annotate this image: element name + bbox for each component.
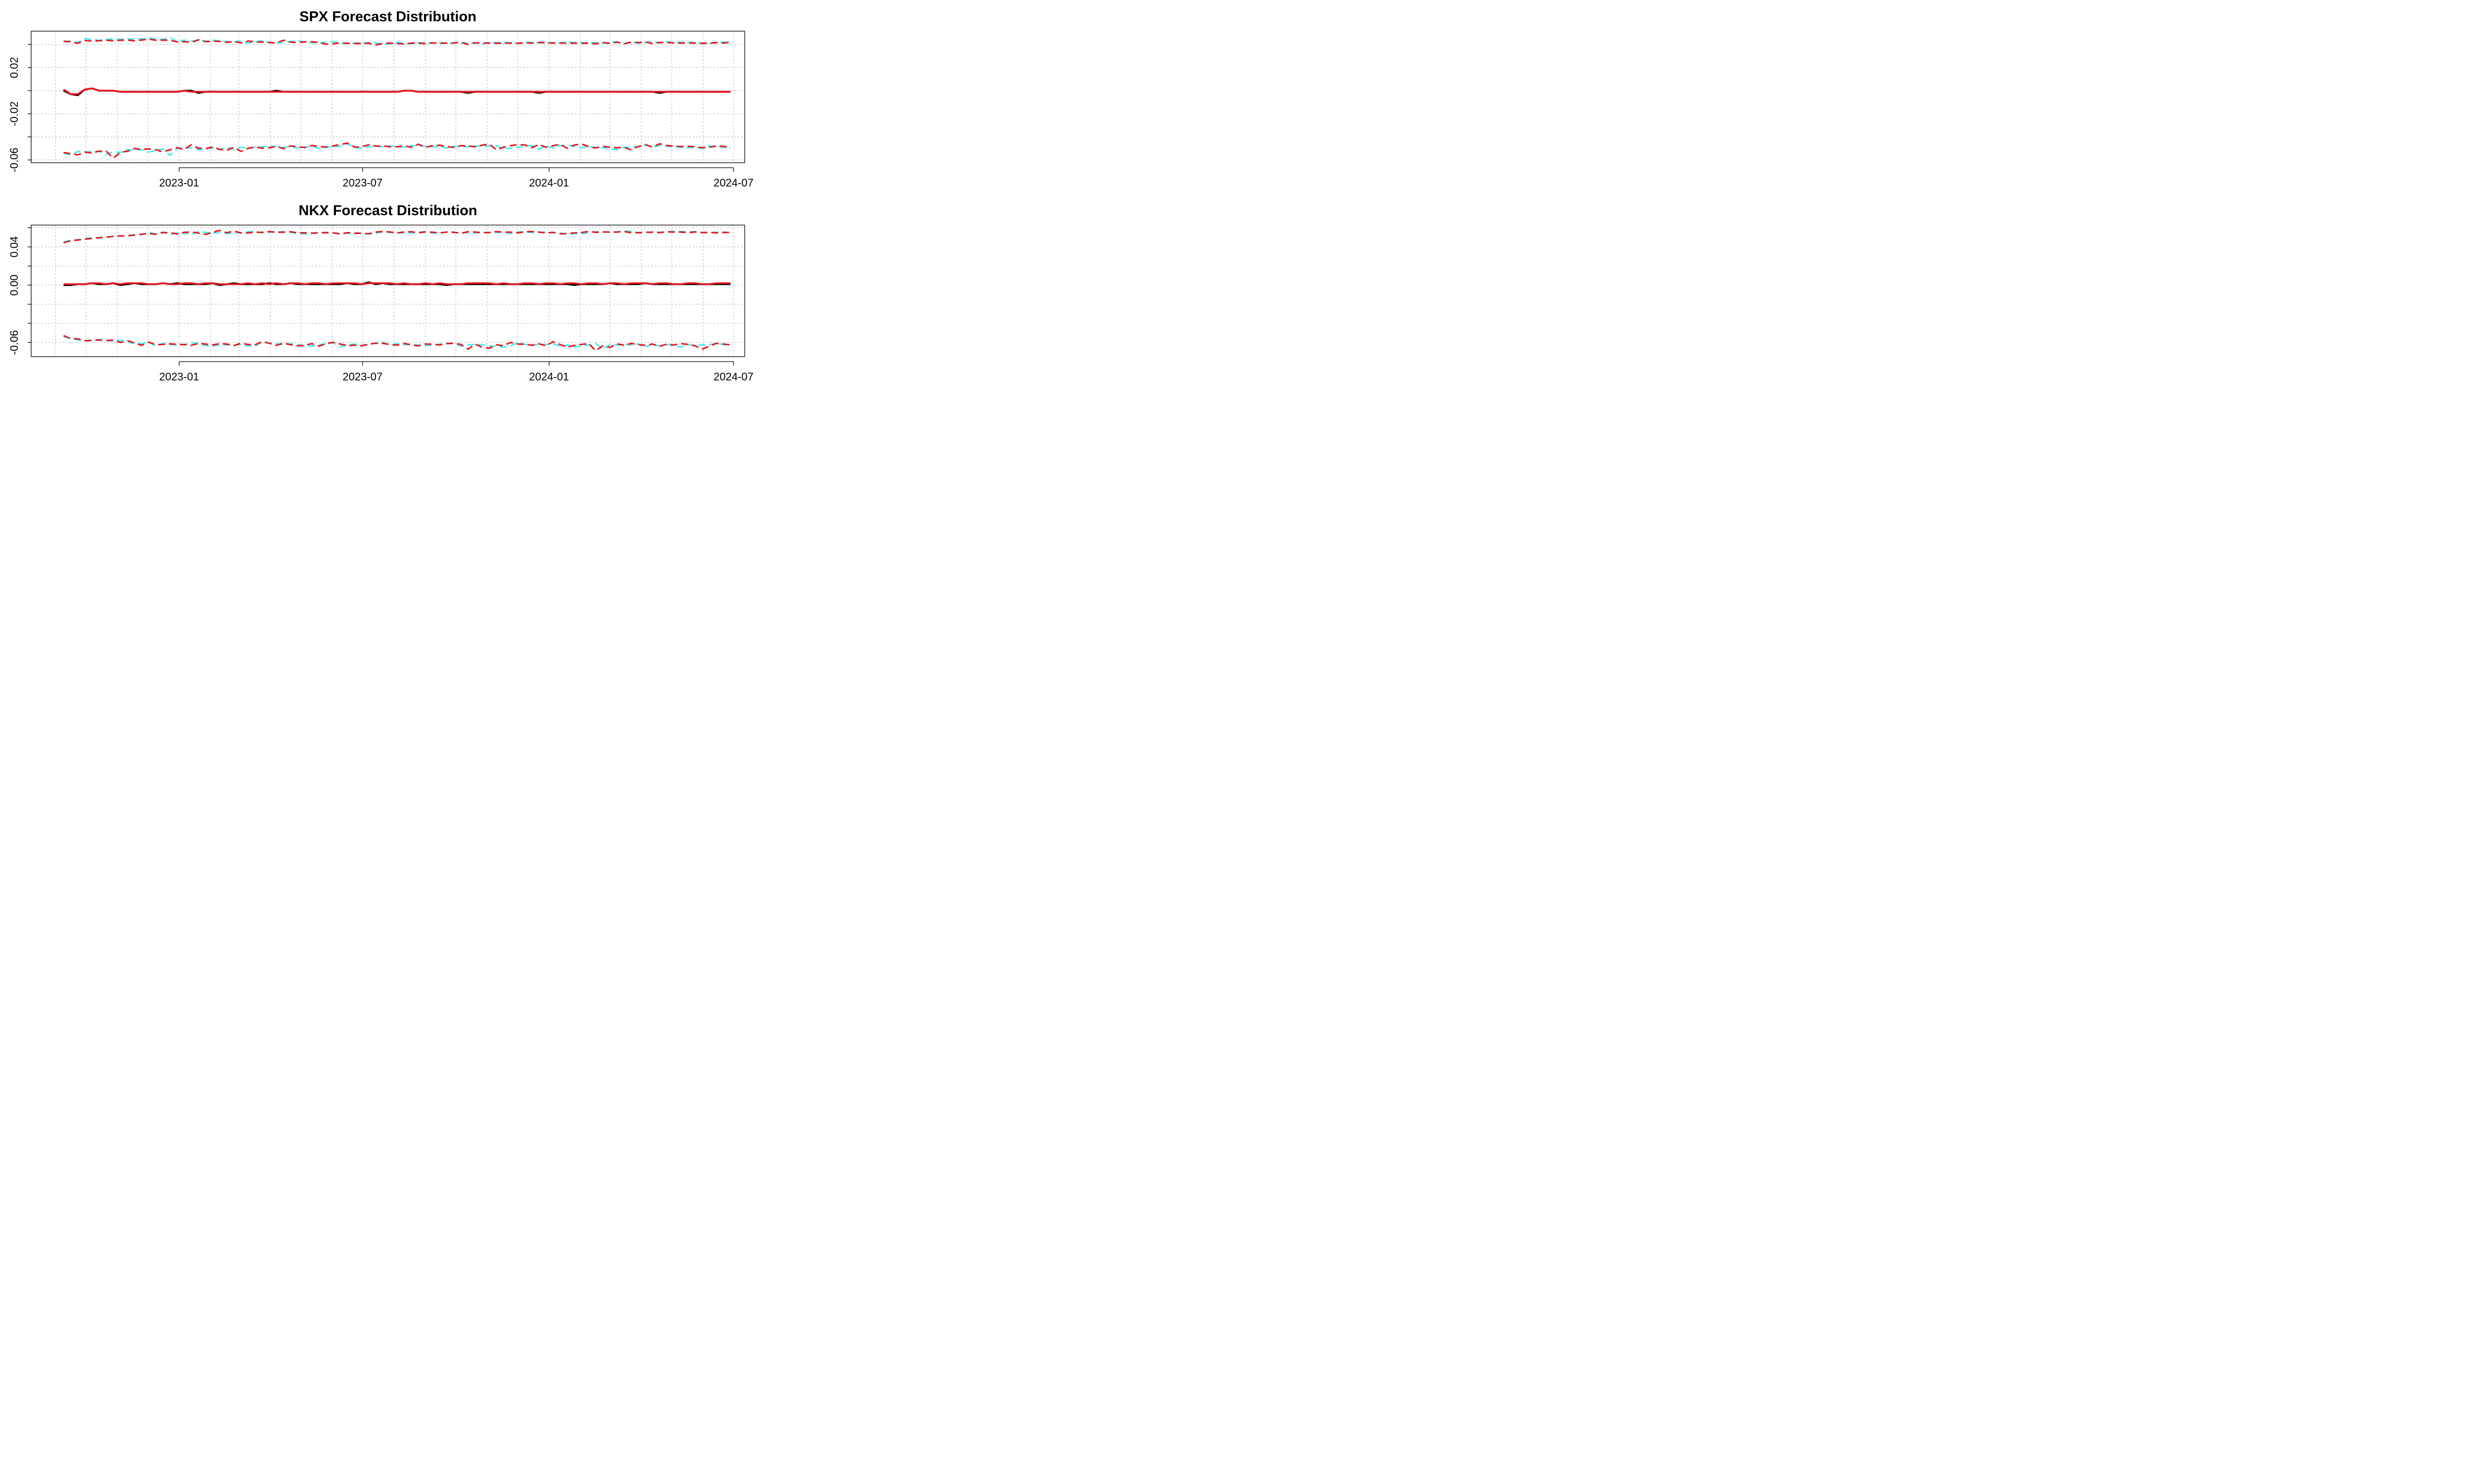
spx-x-tick-label: 2024-01: [529, 177, 569, 189]
nkx-dashed-red-band-line: [63, 230, 731, 244]
spx-x-tick-label: 2023-01: [159, 177, 199, 189]
spx-y-tick-label: -0.02: [8, 101, 20, 126]
nkx-y-tick-label: -0.06: [8, 330, 20, 355]
spx-panel: SPX Forecast Distribution 0.02 -0.02 -0.06…: [8, 9, 754, 189]
nkx-chart-title: NKX Forecast Distribution: [299, 203, 477, 219]
spx-dashed-red-band-line: [63, 38, 731, 46]
nkx-x-tick-label: 2023-01: [159, 371, 199, 383]
spx-dashed-cyan-band-line: [63, 37, 731, 46]
nkx-panel: NKX Forecast Distribution 0.04 0.00 -0.06 2…: [8, 203, 754, 383]
spx-dashed-red-band-line: [63, 142, 731, 159]
spx-solid-red-center-line: [63, 87, 731, 95]
spx-y-tick-label: 0.02: [8, 57, 20, 78]
nkx-plot-frame: [31, 225, 745, 357]
nkx-solid-red-center-line: [63, 282, 731, 285]
spx-plot-frame: [31, 31, 745, 163]
spx-chart-title: SPX Forecast Distribution: [299, 9, 476, 25]
nkx-dashed-red-band-line: [63, 335, 731, 352]
nkx-x-tick-label: 2023-07: [342, 371, 382, 383]
forecast-figure: SPX Forecast Distribution 0.02 -0.02 -0.06…: [8, 9, 754, 383]
spx-x-tick-label: 2024-07: [714, 177, 754, 189]
spx-y-tick-label: -0.06: [8, 147, 20, 172]
nkx-y-tick-label: 0.00: [8, 275, 20, 296]
nkx-x-tick-label: 2024-07: [714, 371, 754, 383]
nkx-x-tick-label: 2024-01: [529, 371, 569, 383]
nkx-y-tick-label: 0.04: [8, 236, 20, 258]
spx-x-tick-label: 2023-07: [342, 177, 382, 189]
